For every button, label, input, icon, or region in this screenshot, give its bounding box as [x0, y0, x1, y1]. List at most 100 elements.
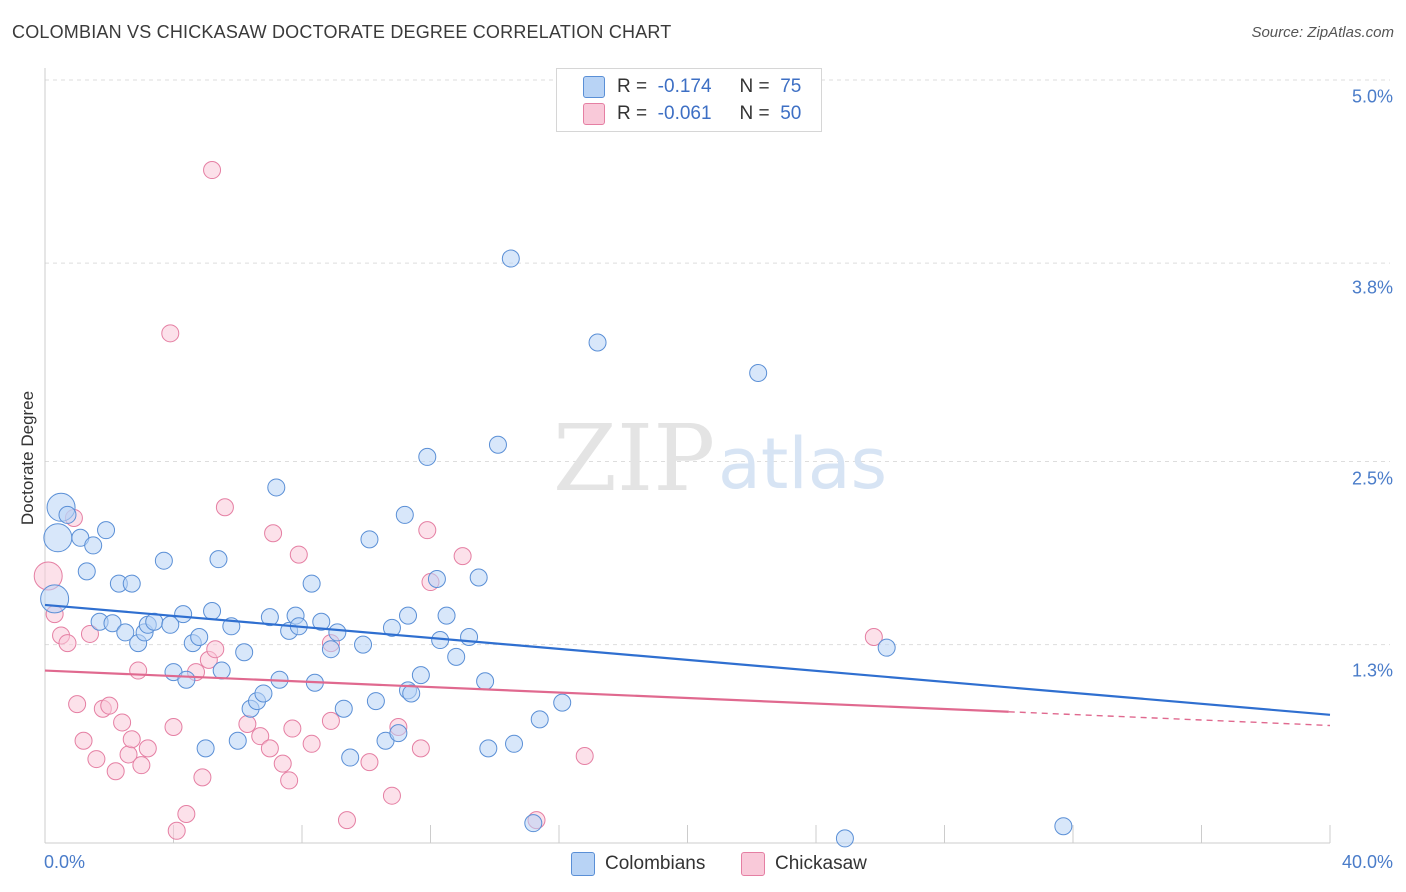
data-point [334, 699, 353, 718]
watermark-zip: ZIP [553, 405, 715, 512]
data-point [106, 762, 125, 781]
data-point [122, 574, 141, 593]
r-label: R = [617, 76, 648, 97]
data-point [129, 661, 148, 680]
data-point [1054, 817, 1073, 836]
y-tick-label: 3.8% [1351, 277, 1393, 298]
n-value: 50 [780, 103, 802, 124]
data-point [877, 638, 896, 657]
data-point [864, 627, 883, 646]
data-point [328, 623, 347, 642]
data-point [260, 608, 279, 627]
data-point [418, 447, 437, 466]
data-point [476, 672, 495, 691]
data-point [177, 805, 196, 824]
data-point [267, 478, 286, 497]
legend-item-chickasaw: Chickasaw [741, 852, 867, 876]
data-point [161, 324, 180, 343]
data-point [87, 750, 106, 769]
x-tick-label-max: 40.0% [1341, 852, 1393, 872]
trend-lines [44, 603, 1331, 727]
chickasaw-trend-extension [1008, 711, 1331, 727]
data-point [203, 161, 222, 180]
data-point [360, 530, 379, 549]
data-point [196, 739, 215, 758]
data-point [228, 731, 247, 750]
data-point [479, 739, 498, 758]
grid-lines [45, 79, 1390, 646]
colombians-points [40, 249, 1073, 848]
data-point [321, 711, 340, 730]
data-point [116, 623, 135, 642]
data-point [100, 696, 119, 715]
data-point [235, 643, 254, 662]
data-point [553, 693, 572, 712]
data-point [77, 562, 96, 581]
data-point [389, 724, 408, 743]
data-point [447, 647, 466, 666]
data-point [138, 739, 157, 758]
data-point [84, 536, 103, 555]
data-point [337, 811, 356, 830]
data-point [154, 551, 173, 570]
data-point [302, 734, 321, 753]
blue-swatch [583, 76, 605, 98]
data-point [835, 829, 854, 848]
blue-swatch [571, 852, 595, 876]
data-point [251, 727, 270, 746]
watermark-atlas: atlas [718, 423, 887, 505]
data-point [312, 612, 331, 631]
r-label: R = [617, 103, 648, 124]
data-point [399, 606, 418, 625]
source-credit: Source: ZipAtlas.com [1251, 24, 1394, 41]
data-point [264, 524, 283, 543]
legend-label: Colombians [605, 853, 706, 874]
data-point [427, 570, 446, 589]
r-value: -0.061 [657, 103, 712, 124]
data-point [74, 731, 93, 750]
data-point [193, 768, 212, 787]
data-point [382, 786, 401, 805]
data-point [366, 692, 385, 711]
colombians-trend-line [44, 603, 1331, 716]
pink-swatch [583, 103, 605, 125]
data-point [749, 363, 768, 382]
data-point [289, 545, 308, 564]
data-point [103, 614, 122, 633]
data-point [238, 714, 257, 733]
data-point [167, 821, 186, 840]
data-point [402, 684, 421, 703]
data-point [190, 627, 209, 646]
data-point [254, 684, 273, 703]
data-point [113, 713, 132, 732]
data-point [122, 730, 141, 749]
x-tick-label-min: 0.0% [44, 852, 86, 872]
data-point [40, 584, 70, 614]
data-point [360, 753, 379, 772]
data-point [411, 666, 430, 685]
data-point [505, 734, 524, 753]
data-point [395, 505, 414, 524]
data-point [418, 521, 437, 540]
data-point [174, 605, 193, 624]
data-point [382, 618, 401, 637]
y-tick-label: 5.0% [1351, 86, 1393, 107]
data-point [43, 523, 73, 553]
y-tick-label: 1.3% [1351, 660, 1393, 681]
data-point [260, 739, 279, 758]
data-point [437, 606, 456, 625]
data-point [469, 568, 488, 587]
data-point [206, 640, 225, 659]
data-point [524, 814, 543, 833]
axes [44, 68, 1331, 844]
data-point [273, 754, 292, 773]
legend-item-colombians: Colombians [571, 852, 705, 876]
data-point [302, 574, 321, 593]
data-point [58, 505, 77, 524]
data-point [215, 498, 234, 517]
legend-row-chickasaw: R = -0.061 N = 50 [557, 101, 801, 127]
data-point [203, 602, 222, 621]
data-point [58, 634, 77, 653]
data-point [575, 747, 594, 766]
r-value: -0.174 [657, 76, 712, 97]
